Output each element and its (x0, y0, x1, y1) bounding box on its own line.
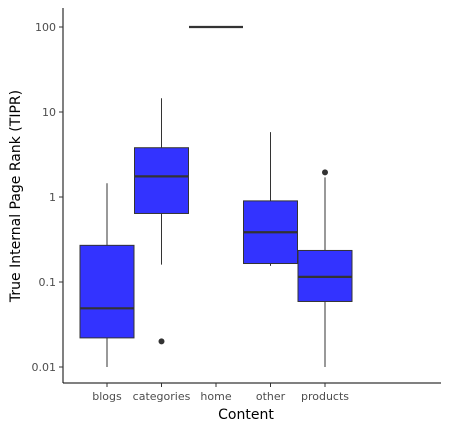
plot-area (79, 25, 353, 367)
box-categories (134, 98, 189, 345)
y-tick-label: 10 (42, 106, 56, 119)
box-products (297, 169, 353, 367)
y-ticks: 0.01 0.1 1 10 100 (32, 21, 63, 374)
x-tick-label: products (301, 390, 349, 403)
x-tick-label: other (256, 390, 286, 403)
y-tick-label: 0.1 (39, 276, 57, 289)
outlier-point (158, 338, 165, 345)
y-tick-label: 1 (49, 191, 56, 204)
x-tick-label: blogs (92, 390, 122, 403)
box-other (243, 132, 298, 266)
axes (62, 8, 441, 384)
box-iqr (134, 147, 189, 214)
x-tick-label: categories (133, 390, 191, 403)
y-tick-label: 100 (35, 21, 56, 34)
x-axis-title: Content (218, 407, 274, 423)
x-ticks: blogs categories home other products (92, 383, 349, 403)
outlier-point (322, 169, 328, 176)
y-axis-title: True Internal Page Rank (TIPR) (8, 90, 24, 303)
y-tick-label: 0.01 (32, 361, 57, 374)
box-iqr (79, 244, 135, 339)
box-blogs (79, 183, 135, 367)
x-tick-label: home (200, 390, 231, 403)
